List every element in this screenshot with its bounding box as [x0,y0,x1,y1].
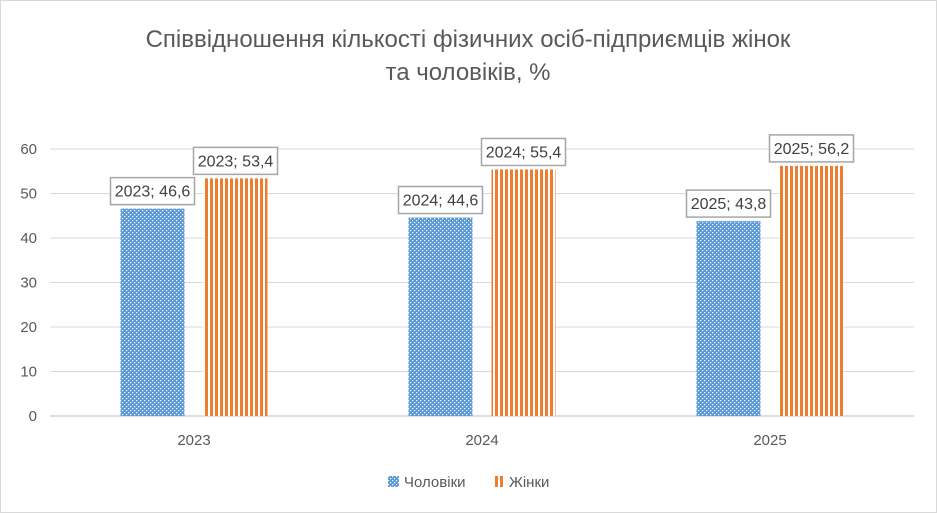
data-label: 2023; 46,6 [109,176,196,206]
data-label-box [768,134,855,163]
data-label-text: 2024; 44,6 [403,193,479,210]
y-tick-label: 0 [29,408,37,425]
data-label-box [109,176,196,206]
bars [120,165,844,416]
data-label-box [685,189,772,218]
y-axis: 0 10 20 30 40 50 60 [20,141,37,425]
x-tick-label: 2025 [753,432,786,449]
bar-women [491,169,556,416]
x-axis: 2023 2024 2025 [177,432,786,449]
data-label-box [480,137,567,167]
data-label: 2025; 56,2 [768,134,855,163]
y-tick-label: 10 [20,364,37,381]
y-tick-label: 60 [20,141,37,158]
data-label-box [397,185,484,215]
data-label-text: 2024; 55,4 [486,144,562,161]
bar-men [120,208,185,416]
data-label-text: 2025; 56,2 [774,141,850,158]
y-tick-label: 40 [20,230,37,247]
y-tick-label: 20 [20,319,37,336]
data-label: 2024; 44,6 [397,185,484,215]
legend-swatch-women [494,476,505,487]
data-label-text: 2023; 46,6 [115,184,191,201]
y-tick-label: 30 [20,275,37,292]
legend-label-men: Чоловіки [404,474,466,491]
data-label-text: 2023; 53,4 [198,153,274,170]
data-label-text: 2025; 43,8 [691,196,767,213]
y-tick-label: 50 [20,186,37,203]
bar-women [779,165,844,416]
data-label: 2025; 43,8 [685,189,772,218]
bar-women [203,178,268,416]
x-tick-label: 2023 [177,432,210,449]
chart-title-line-1: Співвідношення кількості фізичних осіб-п… [146,26,791,53]
legend: Чоловіки Жінки [388,474,549,491]
data-labels: 2023; 46,6 2023; 53,4 2024; 44,6 2024; 55,4… [109,134,855,218]
bar-men [408,217,473,416]
x-tick-label: 2024 [465,432,498,449]
legend-swatch-men [388,476,399,487]
chart-title-line-2: та чоловіків, % [385,59,550,86]
data-label-box [192,146,279,176]
legend-label-women: Жінки [509,474,549,491]
bar-men [696,221,761,416]
data-label: 2023; 53,4 [192,146,279,176]
data-label: 2024; 55,4 [480,137,567,167]
